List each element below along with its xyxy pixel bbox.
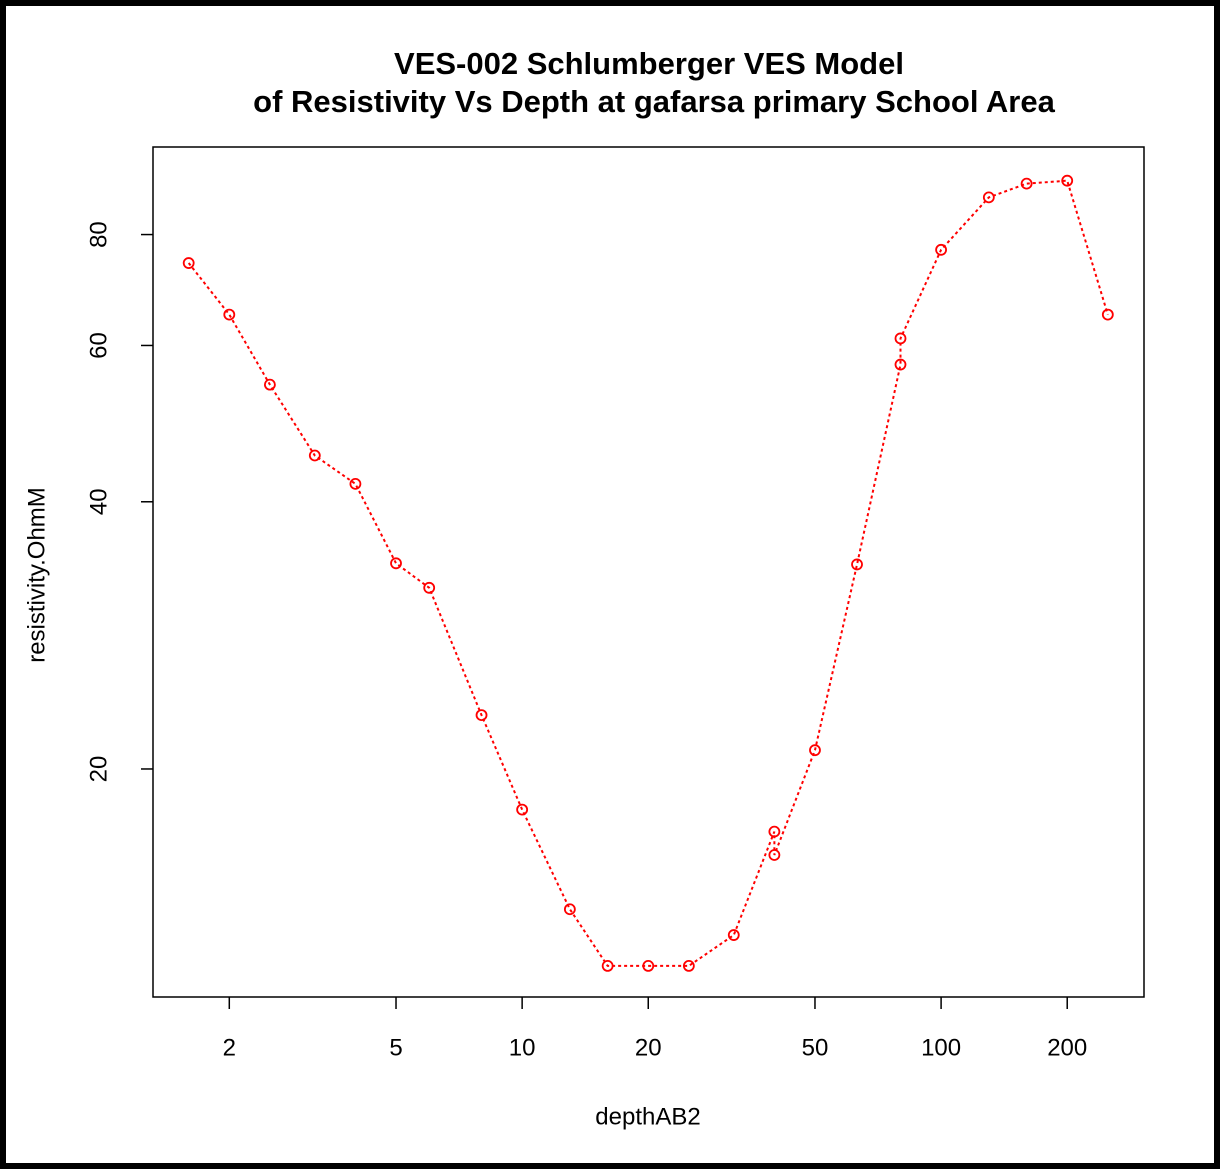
data-point	[982, 191, 995, 204]
x-tick-label: 5	[389, 1034, 402, 1061]
data-point	[423, 581, 436, 594]
y-tick-label: 60	[85, 332, 112, 359]
data-point	[642, 960, 655, 972]
data-point	[768, 825, 781, 838]
y-tick-label: 80	[85, 221, 112, 248]
x-tick-label: 2	[223, 1034, 236, 1061]
data-point	[1061, 174, 1074, 187]
x-tick-label: 10	[509, 1034, 536, 1061]
y-tick-label: 40	[85, 488, 112, 515]
data-point	[263, 378, 276, 391]
data-point	[390, 557, 402, 570]
data-point	[308, 449, 321, 462]
data-point	[894, 358, 907, 371]
data-point	[475, 709, 488, 722]
data-point	[516, 803, 529, 816]
data-point	[563, 903, 576, 916]
data-point	[182, 257, 195, 269]
data-point	[894, 332, 907, 345]
x-tick-label: 100	[921, 1034, 961, 1061]
data-point	[349, 477, 362, 490]
data-point	[768, 849, 781, 861]
data-point	[1020, 177, 1033, 190]
data-point	[682, 960, 695, 972]
x-tick-label: 20	[635, 1034, 662, 1061]
y-axis-label: resistivity.OhmM	[23, 487, 50, 663]
y-tick-label: 20	[85, 756, 112, 783]
chart-title: VES-002 Schlumberger VES Model	[394, 46, 904, 81]
data-point	[851, 558, 863, 571]
data-point	[1101, 308, 1114, 321]
data-point	[809, 744, 821, 757]
chart-title: of Resistivity Vs Depth at gafarsa prima…	[253, 84, 1055, 119]
x-tick-label: 50	[802, 1034, 829, 1061]
data-point	[601, 960, 614, 972]
data-point	[727, 929, 740, 941]
data-point	[223, 308, 236, 321]
data-line	[187, 179, 1109, 967]
x-tick-label: 200	[1047, 1034, 1087, 1061]
x-axis-label: depthAB2	[595, 1103, 700, 1130]
data-point	[935, 243, 947, 256]
